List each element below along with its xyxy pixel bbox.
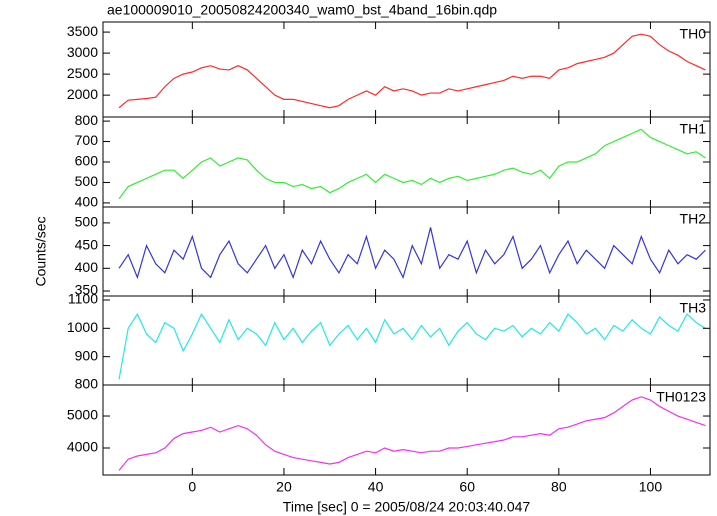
y-tick-label: 1100 bbox=[68, 291, 98, 307]
panel-frame bbox=[102, 21, 711, 118]
x-tick-label: 0 bbox=[188, 479, 196, 495]
panel-label: TH0 bbox=[680, 26, 707, 42]
y-tick-label: 1000 bbox=[67, 319, 98, 335]
y-tick-label: 2000 bbox=[67, 86, 98, 102]
x-axis-label: Time [sec] 0 = 2005/08/24 20:03:40.047 bbox=[283, 499, 531, 515]
x-tick-label: 40 bbox=[368, 479, 384, 495]
y-tick-label: 400 bbox=[75, 194, 99, 210]
x-tick-label: 100 bbox=[639, 479, 663, 495]
y-tick-label: 800 bbox=[75, 376, 99, 392]
x-tick-label: 80 bbox=[551, 479, 567, 495]
y-tick-label: 2500 bbox=[67, 65, 98, 81]
y-tick-label: 800 bbox=[75, 112, 99, 128]
y-tick-label: 600 bbox=[75, 153, 99, 169]
y-tick-label: 400 bbox=[75, 259, 99, 275]
y-tick-label: 4000 bbox=[67, 439, 98, 455]
x-tick-label: 20 bbox=[276, 479, 292, 495]
y-tick-label: 350 bbox=[75, 282, 99, 298]
y-tick-label: 5000 bbox=[67, 407, 98, 423]
panel-frame bbox=[102, 295, 711, 386]
y-tick-label: 700 bbox=[75, 132, 99, 148]
light-curve bbox=[118, 33, 706, 109]
light-curve bbox=[118, 396, 706, 471]
y-tick-label: 3500 bbox=[67, 23, 98, 39]
panel-label: TH3 bbox=[680, 300, 707, 316]
y-tick-label: 500 bbox=[75, 214, 99, 230]
light-curve bbox=[118, 312, 706, 380]
panel-label: TH0123 bbox=[656, 389, 706, 405]
y-tick-label: 900 bbox=[75, 347, 99, 363]
y-tick-label: 500 bbox=[75, 173, 99, 189]
y-axis-label: Counts/sec bbox=[33, 216, 49, 286]
panel-frame bbox=[102, 384, 711, 476]
y-tick-label: 3000 bbox=[67, 44, 98, 60]
chart-title: ae100009010_20050824200340_wam0_bst_4ban… bbox=[107, 2, 497, 18]
light-curve bbox=[118, 128, 706, 200]
panel-label: TH1 bbox=[680, 121, 707, 137]
light-curve bbox=[118, 227, 706, 280]
panel-frame bbox=[102, 116, 711, 208]
x-tick-label: 60 bbox=[459, 479, 475, 495]
panel-label: TH2 bbox=[680, 211, 707, 227]
y-tick-label: 450 bbox=[75, 236, 99, 252]
